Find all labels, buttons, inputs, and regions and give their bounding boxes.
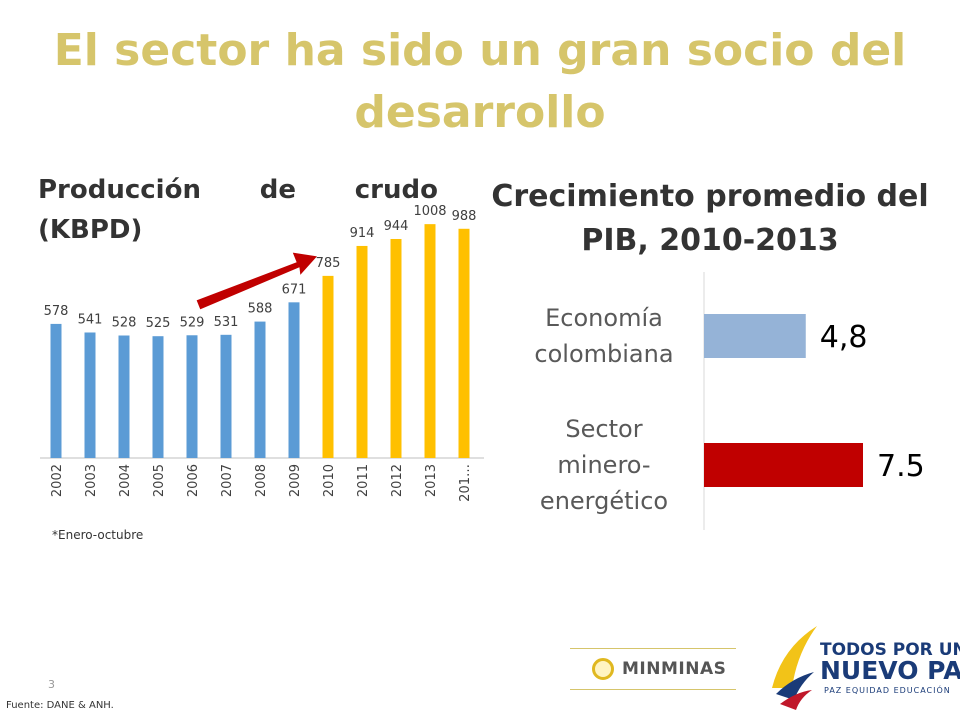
gdp-value-label: 4,8 (820, 320, 868, 355)
production-year-label: 2003 (84, 464, 99, 497)
production-value-label: 944 (384, 219, 409, 234)
production-bar (84, 332, 96, 458)
production-value-label: 528 (112, 316, 137, 331)
gov-slogan-line1: TODOS POR UN (820, 640, 960, 660)
production-bar (288, 302, 300, 458)
minminas-name: MINMINAS (622, 659, 727, 679)
source-note: Fuente: DANE & ANH. (6, 700, 114, 711)
production-bar (322, 275, 334, 458)
gdp-value-label: 7.5 (877, 449, 925, 484)
gdp-category-label: energético (540, 487, 668, 515)
production-bar (458, 228, 470, 458)
production-bar (254, 321, 266, 458)
slide-title: El sector ha sido un gran socio del desa… (53, 25, 907, 138)
page-number: 3 (48, 678, 55, 691)
production-year-label: 2011 (356, 464, 371, 497)
minminas-logo: MINMINAS (570, 648, 736, 690)
gdp-category-label: colombiana (534, 340, 673, 368)
production-bar (152, 336, 164, 458)
production-value-label: 541 (78, 312, 103, 327)
production-year-label: 2008 (254, 464, 269, 497)
production-bar (50, 323, 62, 458)
production-bar (424, 224, 436, 458)
gdp-bar (704, 443, 863, 487)
production-year-label: 2002 (50, 464, 65, 497)
production-year-label: 2010 (322, 464, 337, 497)
production-value-label: 588 (248, 302, 273, 317)
production-bar (186, 335, 198, 458)
production-bar (390, 238, 402, 458)
production-bar (356, 245, 368, 458)
gov-slogan-line3: PAZ EQUIDAD EDUCACIÓN (824, 686, 951, 695)
chart-footnote: *Enero-octubre (52, 528, 144, 542)
production-value-label: 914 (350, 226, 375, 241)
production-value-label: 988 (452, 209, 477, 224)
heading-word: crudo (354, 175, 438, 205)
gdp-heading-line2: PIB, 2010-2013 (581, 223, 839, 258)
production-year-label: 2006 (186, 464, 201, 497)
gdp-category-label: minero- (557, 451, 650, 479)
production-year-label: 2007 (220, 464, 235, 497)
heading-word: de (259, 175, 296, 205)
production-year-label: 2013 (424, 464, 439, 497)
production-value-label: 529 (180, 315, 205, 330)
production-value-label: 531 (214, 315, 239, 330)
production-value-label: 785 (316, 256, 341, 271)
production-bar (220, 334, 232, 458)
heading-word: Producción (38, 175, 201, 205)
production-year-label: 2012 (390, 464, 405, 497)
gdp-category-label: Economía (545, 304, 663, 332)
production-value-label: 1008 (413, 204, 446, 219)
gdp-bar (704, 314, 806, 358)
swoosh-icon (772, 626, 817, 710)
production-value-label: 525 (146, 316, 171, 331)
production-year-label: 201… (458, 464, 473, 502)
production-value-label: 578 (44, 304, 69, 319)
production-year-label: 2009 (288, 464, 303, 497)
production-year-label: 2004 (118, 464, 133, 497)
gdp-chart-heading: Crecimiento promedio del PIB, 2010-2013 (470, 175, 950, 263)
production-chart-heading: Producción de crudo (KBPD) (38, 170, 438, 250)
production-bar (118, 335, 130, 458)
gov-slogan-line2: NUEVO PAÍS (820, 656, 960, 685)
production-year-label: 2005 (152, 464, 167, 497)
gdp-category-label: Sector (565, 415, 642, 443)
government-logo: TODOS POR UN NUEVO PAÍS PAZ EQUIDAD EDUC… (762, 618, 960, 714)
heading-unit: (KBPD) (38, 215, 143, 245)
gdp-heading-line1: Crecimiento promedio del (491, 179, 929, 214)
coat-of-arms-icon (592, 658, 614, 680)
production-value-label: 671 (282, 282, 307, 297)
growth-arrow-icon (195, 251, 319, 311)
